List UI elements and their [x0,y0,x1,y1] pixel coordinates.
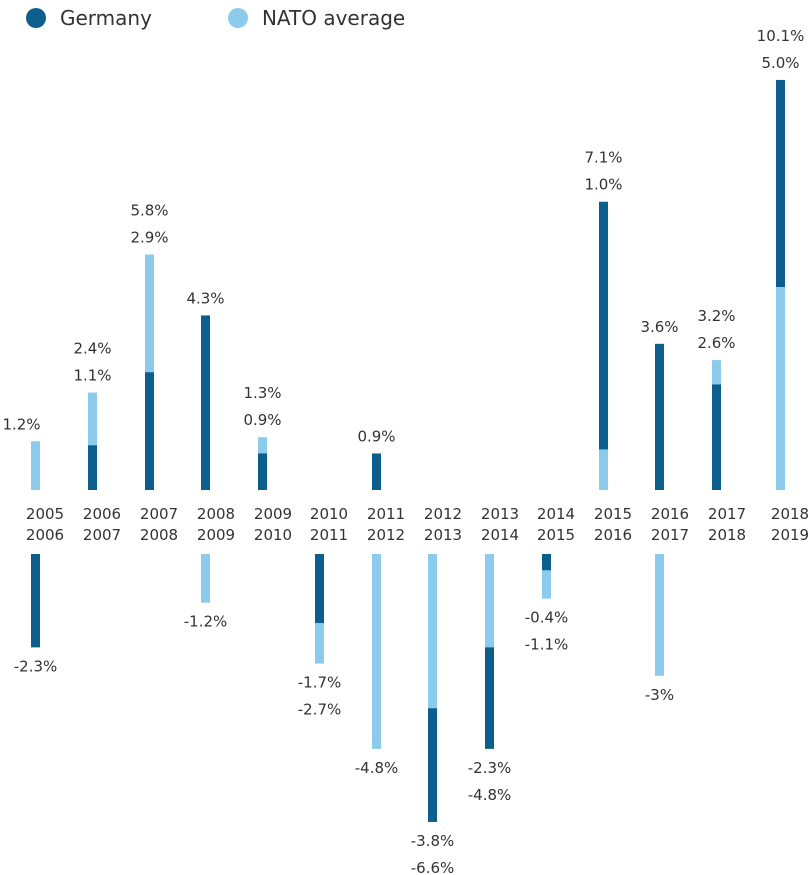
extra-label-2: -4.8% [355,759,399,777]
bar-nato-8 [485,554,494,648]
category-label-12-a: 2017 [708,505,746,523]
legend-label-germany: Germany [60,6,152,30]
value-label-8-1: -4.8% [468,786,512,804]
bar-germany-12 [712,384,721,490]
bar-germany-10 [599,201,608,491]
bar-nato-0 [31,441,40,490]
category-label-8-a: 2013 [481,505,519,523]
bar-nato-1 [88,392,97,490]
category-label-3-b: 2009 [197,526,235,544]
category-label-13-a: 2018 [771,505,809,523]
value-label-9-1: -1.1% [525,636,569,654]
bar-nato-3 [201,554,210,603]
bar-nato-7 [428,554,437,709]
category-label-8-b: 2014 [481,526,519,544]
category-label-4-a: 2009 [254,505,292,523]
bar-germany-8 [485,554,494,749]
value-label-4-1: 0.9% [243,411,281,429]
legend-item-germany: Germany [26,6,152,30]
legend-item-nato: NATO average [227,6,406,30]
category-label-0-b: 2006 [26,526,64,544]
category-label-9-a: 2014 [537,505,575,523]
value-label-1-1: 1.1% [73,367,111,385]
category-label-11-b: 2017 [651,526,689,544]
bar-germany-3 [201,315,210,490]
germany-swatch-icon [26,8,46,28]
category-label-13-b: 2019 [771,526,809,544]
bar-germany-6 [372,453,381,490]
legend: Germany NATO average [26,4,481,32]
extra-label-1: -1.2% [184,613,228,631]
category-label-2-b: 2008 [140,526,178,544]
legend-label-nato: NATO average [261,6,406,30]
value-label-10-0: 7.1% [584,149,622,167]
category-label-12-b: 2018 [708,526,746,544]
category-label-7-a: 2012 [424,505,462,523]
value-label-7-0: -3.8% [411,832,455,850]
value-label-1-0: 2.4% [73,340,111,358]
bar-nato-10 [599,449,608,490]
bar-germany-5 [315,554,324,624]
value-label-13-0: 10.1% [757,27,805,45]
value-label-5-1: -2.7% [298,701,342,719]
value-label-10-1: 1.0% [584,176,622,194]
value-label-13-1: 5.0% [761,54,799,72]
bar-germany-13 [776,79,785,490]
bar-nato-11 [655,554,664,676]
extra-label-0: 1.2% [2,415,40,433]
value-label-2-0: 5.8% [130,202,168,220]
extra-label-3: -3% [645,686,674,704]
category-label-10-a: 2015 [594,505,632,523]
category-label-9-b: 2015 [537,526,575,544]
category-label-0-a: 2005 [26,505,64,523]
category-label-10-b: 2016 [594,526,632,544]
category-label-1-a: 2006 [83,505,121,523]
nato-swatch-icon [227,8,248,28]
category-label-1-b: 2007 [83,526,121,544]
value-label-7-1: -6.6% [411,859,455,875]
category-label-7-b: 2013 [424,526,462,544]
value-label-12-0: 3.2% [697,307,735,325]
bar-nato-13 [776,287,785,490]
bar-germany-11 [655,343,664,490]
category-label-4-b: 2010 [254,526,292,544]
category-label-6-a: 2011 [367,505,405,523]
bar-germany-9 [542,554,551,571]
bar-germany-2 [145,372,154,490]
value-label-0-0: -2.3% [14,657,58,675]
value-label-3-0: 4.3% [186,289,224,307]
value-label-4-0: 1.3% [243,384,281,402]
bar-germany-4 [258,453,267,490]
bar-nato-6 [372,554,381,749]
value-label-2-1: 2.9% [130,229,168,247]
category-label-11-a: 2016 [651,505,689,523]
bar-germany-1 [88,445,97,490]
bar-nato-9 [542,554,551,599]
category-label-6-b: 2012 [367,526,405,544]
category-label-5-a: 2010 [310,505,348,523]
value-label-11-0: 3.6% [640,318,678,336]
category-label-5-b: 2011 [310,526,348,544]
value-label-6-0: 0.9% [357,427,395,445]
value-label-5-0: -1.7% [298,674,342,692]
category-label-3-a: 2008 [197,505,235,523]
category-label-2-a: 2007 [140,505,178,523]
value-label-8-0: -2.3% [468,759,512,777]
value-label-12-1: 2.6% [697,334,735,352]
value-label-9-0: -0.4% [525,609,569,627]
bar-germany-0 [31,554,40,648]
